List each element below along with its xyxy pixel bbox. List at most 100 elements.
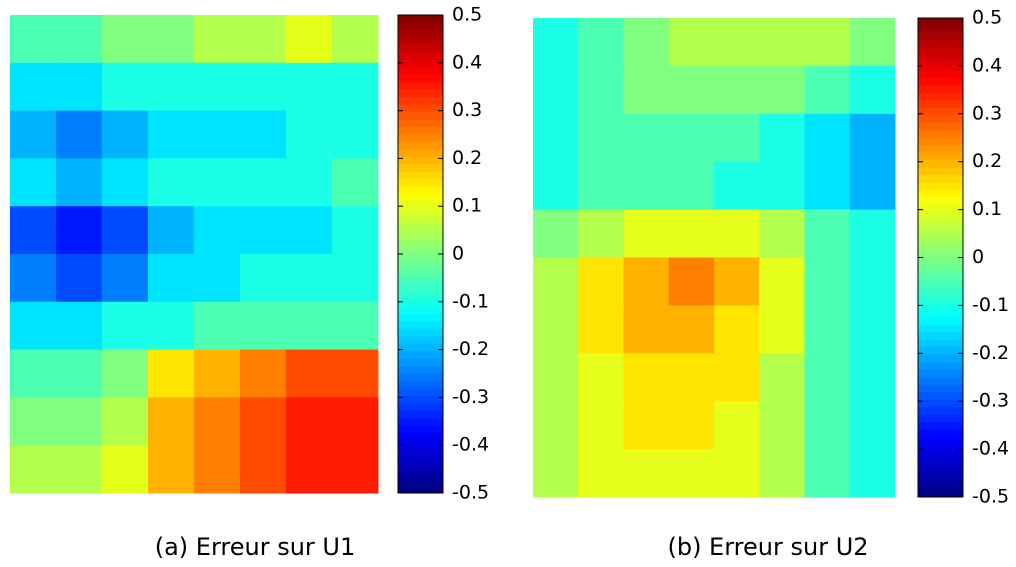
colorbar-segment [918, 137, 963, 146]
colorbar-segment [398, 366, 443, 374]
colorbar-segment [918, 197, 963, 206]
colorbar-tick-label: 0.1 [972, 198, 1002, 220]
heatmap-cell [102, 254, 149, 303]
colorbar-segment [398, 448, 443, 457]
colorbar-segment [398, 82, 443, 91]
colorbar-segment [398, 112, 443, 121]
heatmap-cell [102, 110, 149, 159]
heatmap-cell [849, 401, 896, 450]
heatmap-cell [332, 15, 379, 64]
heatmap-cell [286, 62, 333, 112]
colorbar-tick-label: -0.5 [972, 486, 1009, 508]
heatmap-cell [759, 209, 805, 258]
heatmap-cell [623, 65, 670, 115]
heatmap-cell [668, 209, 715, 258]
colorbar-segment [918, 235, 963, 244]
colorbar-tick-label: 0.2 [972, 150, 1002, 172]
heatmap-cell [623, 449, 670, 498]
colorbar-segment [398, 395, 443, 404]
colorbar-segment [398, 261, 443, 270]
heatmap-cell [10, 397, 57, 446]
heatmap-cell [148, 397, 195, 446]
colorbar-segment [398, 313, 443, 322]
heatmap-cell [332, 110, 379, 159]
caption: (a) Erreur sur U1 [155, 533, 356, 561]
colorbar-segment [398, 209, 443, 218]
heatmap-cell [332, 301, 379, 351]
heatmap-cell [533, 161, 579, 211]
heatmap-cell [240, 301, 287, 351]
heatmap-cell [10, 110, 57, 159]
colorbar-segment [918, 100, 963, 109]
colorbar-segment [918, 220, 963, 229]
colorbar-segment [398, 179, 443, 188]
colorbar-segment [918, 384, 963, 393]
colorbar-segment [398, 425, 443, 434]
colorbar-segment [918, 242, 963, 251]
heatmap-cell [240, 397, 287, 446]
colorbar-tick-label: -0.5 [452, 482, 489, 504]
heatmap-cell [10, 254, 57, 303]
heatmap-cell [533, 257, 579, 306]
heatmap-cell [10, 445, 57, 494]
heatmap-cell [759, 161, 805, 211]
colorbar-tick-label: 0.5 [452, 4, 482, 26]
colorbar-segment [398, 186, 443, 195]
heatmap-cell [56, 110, 103, 159]
heatmap-cell [578, 18, 624, 67]
heatmap-cell [56, 397, 103, 446]
colorbar-segment [398, 201, 443, 210]
colorbar-segment [918, 160, 963, 169]
heatmap-cell [10, 349, 57, 398]
colorbar-segment [398, 358, 443, 367]
heatmap-cell [623, 257, 670, 306]
heatmap-cell [194, 158, 241, 207]
heatmap-cell [849, 209, 896, 258]
colorbar-segment [918, 47, 963, 56]
heatmap-cell [148, 206, 195, 255]
colorbar-segment [918, 444, 963, 453]
colorbar-tick-label: 0.5 [972, 7, 1002, 29]
colorbar-segment [918, 369, 963, 378]
heatmap-cell [759, 449, 805, 498]
heatmap-cell [286, 206, 333, 255]
heatmap-cell [668, 65, 715, 115]
heatmap-cell [714, 257, 760, 306]
colorbar-segment [398, 470, 443, 479]
colorbar-segment [918, 294, 963, 303]
heatmap-cell [759, 257, 805, 306]
heatmap-cell [194, 397, 241, 446]
heatmap-cell [286, 397, 333, 446]
heatmap-cell [668, 353, 715, 402]
colorbar-segment [918, 40, 963, 49]
heatmap-cell [10, 206, 57, 255]
heatmap-cell [759, 305, 805, 354]
colorbar-segment [918, 474, 963, 483]
heatmap-cell [578, 209, 624, 258]
heatmap-cell [102, 301, 149, 351]
colorbar-segment [398, 351, 443, 360]
heatmap-cell [102, 62, 149, 112]
colorbar-segment [918, 55, 963, 64]
colorbar-segment [918, 212, 963, 221]
colorbar-segment [398, 455, 443, 464]
colorbar-tick-label: -0.2 [452, 338, 489, 360]
colorbar-segment [918, 467, 963, 476]
colorbar: 0.5 0.4 0.3 0.2 0.1 0 -0.1 -0.2 -0.3 -0.4 -0.5 [917, 7, 1009, 508]
heatmap-cell [332, 254, 379, 303]
colorbar-segment [398, 291, 443, 300]
heatmap-cell [533, 209, 579, 258]
colorbar-segment [918, 152, 963, 161]
heatmap-cell [623, 209, 670, 258]
heatmap-cell [286, 445, 333, 494]
heatmap-cell [623, 161, 670, 211]
heatmap-cell [533, 18, 579, 67]
heatmap-cell [332, 397, 379, 446]
colorbar-segment [398, 231, 443, 240]
heatmap-cell [286, 254, 333, 303]
heatmap-cell [849, 449, 896, 498]
heatmap-cell [240, 15, 287, 64]
heatmap-cell [668, 18, 715, 67]
heatmap-cell [668, 161, 715, 211]
colorbar-segment [918, 407, 963, 416]
